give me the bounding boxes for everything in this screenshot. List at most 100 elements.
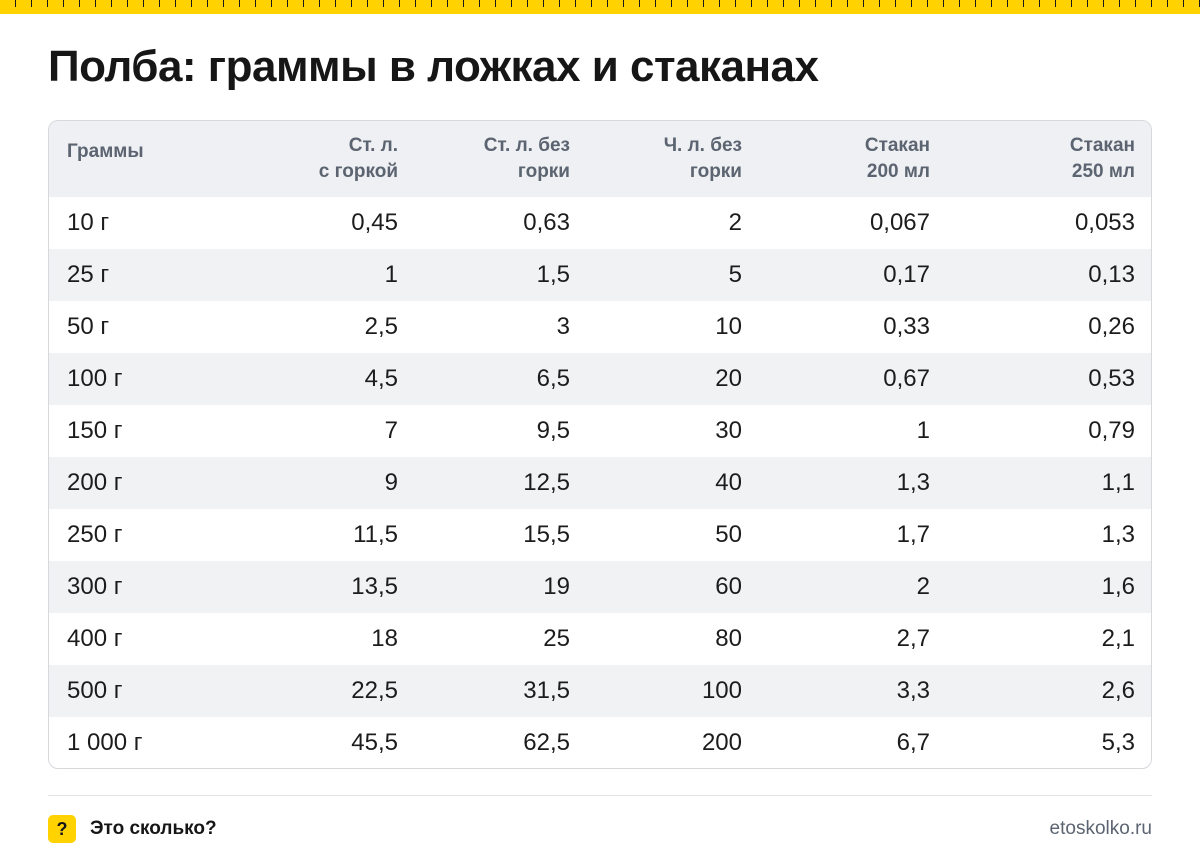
value-cell: 3,3 bbox=[896, 677, 930, 704]
footer-brand: ? Это сколько? bbox=[48, 815, 217, 843]
value-cell: 40 bbox=[715, 469, 742, 496]
grams-cell: 300 г bbox=[67, 573, 123, 600]
value-cell: 9 bbox=[384, 469, 398, 496]
column-header: Ст. л. без горки bbox=[416, 121, 588, 197]
column-header: Ст. л. с горкой bbox=[261, 121, 416, 197]
value-cell: 0,45 bbox=[351, 209, 398, 236]
value-cell: 0,17 bbox=[883, 261, 930, 288]
table-header: Граммы Ст. л. с горкой Ст. л. без горки Ч. л.… bbox=[49, 121, 1151, 197]
column-header: Ч. л. без горки bbox=[588, 121, 760, 197]
grams-cell: 100 г bbox=[67, 365, 123, 392]
value-cell: 20 bbox=[715, 365, 742, 392]
value-cell: 2 bbox=[728, 209, 742, 236]
value-cell: 6,5 bbox=[536, 365, 570, 392]
table-row: 200 г 9 12,5 40 1,3 1,1 bbox=[49, 457, 1151, 509]
column-header: Стакан 200 мл bbox=[760, 121, 948, 197]
value-cell: 3 bbox=[556, 313, 570, 340]
value-cell: 0,067 bbox=[869, 209, 930, 236]
column-header-line: Ч. л. без bbox=[663, 135, 742, 156]
value-cell: 1 bbox=[384, 261, 398, 288]
column-header-line: Ст. л. bbox=[348, 135, 398, 156]
value-cell: 0,79 bbox=[1088, 417, 1135, 444]
grams-cell: 1 000 г bbox=[67, 729, 143, 756]
value-cell: 9,5 bbox=[536, 417, 570, 444]
value-cell: 1,3 bbox=[896, 469, 930, 496]
grams-cell: 10 г bbox=[67, 209, 110, 236]
column-header: Стакан 250 мл bbox=[948, 121, 1151, 197]
value-cell: 2 bbox=[916, 573, 930, 600]
value-cell: 12,5 bbox=[523, 469, 570, 496]
column-header: Граммы bbox=[49, 121, 261, 197]
value-cell: 6,7 bbox=[896, 729, 930, 756]
question-logo-icon: ? bbox=[48, 815, 76, 843]
value-cell: 100 bbox=[701, 677, 742, 704]
value-cell: 1,7 bbox=[896, 521, 930, 548]
column-header-line: Стакан bbox=[864, 135, 930, 156]
grams-cell: 150 г bbox=[67, 417, 123, 444]
value-cell: 0,053 bbox=[1074, 209, 1135, 236]
value-cell: 1,5 bbox=[536, 261, 570, 288]
value-cell: 2,6 bbox=[1101, 677, 1135, 704]
value-cell: 1,3 bbox=[1101, 521, 1135, 548]
table-row: 400 г 18 25 80 2,7 2,1 bbox=[49, 613, 1151, 665]
page-title: Полба: граммы в ложках и стаканах bbox=[48, 42, 819, 91]
value-cell: 5,3 bbox=[1101, 729, 1135, 756]
value-cell: 2,5 bbox=[364, 313, 398, 340]
grams-cell: 250 г bbox=[67, 521, 123, 548]
value-cell: 1,6 bbox=[1101, 573, 1135, 600]
value-cell: 60 bbox=[715, 573, 742, 600]
value-cell: 80 bbox=[715, 625, 742, 652]
footer-divider bbox=[48, 795, 1152, 796]
value-cell: 2,1 bbox=[1101, 625, 1135, 652]
value-cell: 15,5 bbox=[523, 521, 570, 548]
value-cell: 0,53 bbox=[1088, 365, 1135, 392]
column-header-line: 250 мл bbox=[1071, 161, 1135, 182]
column-header-line: горки bbox=[517, 161, 570, 182]
table-row: 250 г 11,5 15,5 50 1,7 1,3 bbox=[49, 509, 1151, 561]
value-cell: 22,5 bbox=[351, 677, 398, 704]
value-cell: 62,5 bbox=[523, 729, 570, 756]
column-header-line: 200 мл bbox=[866, 161, 930, 182]
table-row: 500 г 22,5 31,5 100 3,3 2,6 bbox=[49, 665, 1151, 717]
value-cell: 1 bbox=[916, 417, 930, 444]
value-cell: 11,5 bbox=[353, 521, 398, 548]
grams-cell: 400 г bbox=[67, 625, 123, 652]
brand-name: Это сколько? bbox=[90, 818, 217, 839]
column-header-line: горки bbox=[689, 161, 742, 182]
value-cell: 0,67 bbox=[883, 365, 930, 392]
value-cell: 45,5 bbox=[351, 729, 398, 756]
table-row: 100 г 4,5 6,5 20 0,67 0,53 bbox=[49, 353, 1151, 405]
value-cell: 0,63 bbox=[523, 209, 570, 236]
value-cell: 5 bbox=[728, 261, 742, 288]
value-cell: 10 bbox=[715, 313, 742, 340]
column-header-line: Стакан bbox=[1069, 135, 1135, 156]
grams-cell: 200 г bbox=[67, 469, 123, 496]
value-cell: 1,1 bbox=[1101, 469, 1135, 496]
value-cell: 200 bbox=[701, 729, 742, 756]
table-row: 50 г 2,5 3 10 0,33 0,26 bbox=[49, 301, 1151, 353]
table-row: 1 000 г 45,5 62,5 200 6,7 5,3 bbox=[49, 717, 1151, 768]
value-cell: 2,7 bbox=[896, 625, 930, 652]
ruler-strip bbox=[0, 0, 1200, 14]
value-cell: 0,33 bbox=[883, 313, 930, 340]
grams-cell: 25 г bbox=[67, 261, 110, 288]
value-cell: 0,26 bbox=[1088, 313, 1135, 340]
grams-cell: 500 г bbox=[67, 677, 123, 704]
column-header-line: с горкой bbox=[318, 161, 398, 182]
table-body: 10 г 0,45 0,63 2 0,067 0,053 25 г 1 1,5 5 0,17 0,13… bbox=[49, 197, 1151, 768]
grams-cell: 50 г bbox=[67, 313, 110, 340]
table-row: 300 г 13,5 19 60 2 1,6 bbox=[49, 561, 1151, 613]
value-cell: 19 bbox=[543, 573, 570, 600]
column-header-line: Граммы bbox=[67, 141, 144, 162]
table-row: 25 г 1 1,5 5 0,17 0,13 bbox=[49, 249, 1151, 301]
header-row: Граммы Ст. л. с горкой Ст. л. без горки Ч. л.… bbox=[49, 121, 1151, 197]
value-cell: 31,5 bbox=[523, 677, 570, 704]
conversion-table: Граммы Ст. л. с горкой Ст. л. без горки Ч. л.… bbox=[48, 120, 1152, 769]
table-row: 150 г 7 9,5 30 1 0,79 bbox=[49, 405, 1151, 457]
value-cell: 50 bbox=[715, 521, 742, 548]
value-cell: 18 bbox=[371, 625, 398, 652]
value-cell: 4,5 bbox=[364, 365, 398, 392]
site-url[interactable]: etoskolko.ru bbox=[1049, 818, 1152, 839]
value-cell: 7 bbox=[384, 417, 398, 444]
value-cell: 0,13 bbox=[1088, 261, 1135, 288]
